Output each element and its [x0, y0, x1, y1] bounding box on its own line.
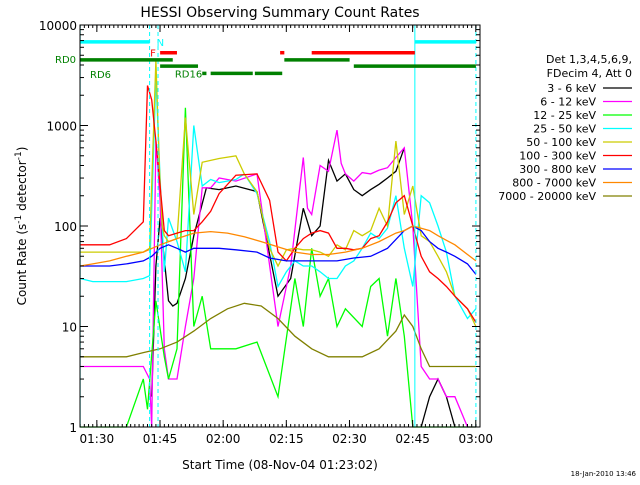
y-axis-label-main: Count Rate (s: [15, 224, 29, 306]
series-line-5: [80, 85, 477, 323]
legend-header-1: Det 1,3,4,5,6,9,: [546, 53, 632, 66]
series-line-6: [80, 225, 477, 275]
x-tick-label: 02:00: [206, 432, 241, 446]
series-line-7: [79, 225, 477, 267]
y-tick-label: 1000: [46, 120, 77, 134]
x-tick-label: 01:30: [80, 432, 115, 446]
legend-label: 100 - 300 keV: [519, 150, 596, 163]
flag-label: RD16: [175, 69, 202, 80]
footer-timestamp: 18-Jan-2010 13:46: [571, 470, 637, 478]
axis-ticks: 01:30 01:45 02:00 02:15 02:30 02:45 03:00 1 10 10…: [39, 19, 493, 446]
y-axis-label: Count Rate (s-1 detector-1): [14, 147, 29, 306]
legend-label: 12 - 25 keV: [533, 109, 596, 122]
flag-label: F: [150, 49, 156, 60]
y-tick-label: 10: [62, 321, 77, 335]
x-tick-label: 02:30: [332, 432, 367, 446]
flag-label: RD6: [90, 70, 111, 81]
x-tick-label: 02:15: [269, 432, 304, 446]
x-axis-label: Start Time (08-Nov-04 01:23:02): [182, 458, 378, 472]
legend-label: 800 - 7000 keV: [512, 177, 596, 190]
series-line-8: [80, 302, 476, 368]
legend-label: 300 - 800 keV: [519, 163, 596, 176]
y-axis-label-sup: -1: [14, 215, 24, 224]
y-tick-label: 1: [69, 421, 77, 435]
y-axis-label-end: ): [15, 147, 29, 152]
legend-label: 25 - 50 keV: [533, 123, 596, 136]
legend-label: 7000 - 20000 keV: [498, 190, 596, 203]
y-axis-label-sup-2: -1: [14, 151, 24, 160]
legend: Det 1,3,4,5,6,9, FDecim 4, Att 0 3 - 6 k…: [498, 53, 632, 203]
x-tick-label: 03:00: [458, 432, 493, 446]
plot-lines: [79, 59, 477, 428]
x-tick-label: 01:45: [143, 432, 178, 446]
x-tick-label: 02:45: [395, 432, 430, 446]
legend-label: 3 - 6 keV: [547, 82, 596, 95]
flag-label: N: [157, 38, 164, 49]
y-tick-label: 10000: [39, 19, 77, 33]
flag-bars: NF RD0 RD6 RD16: [55, 38, 476, 81]
chart-title: HESSI Observing Summary Count Rates: [140, 5, 419, 21]
y-tick-label: 100: [54, 220, 77, 234]
legend-label: 50 - 100 keV: [526, 136, 596, 149]
y-axis-label-tail: detector: [15, 160, 29, 215]
legend-label: 6 - 12 keV: [540, 96, 596, 109]
flag-label: RD0: [55, 55, 76, 66]
legend-header-2: FDecim 4, Att 0: [547, 67, 632, 80]
